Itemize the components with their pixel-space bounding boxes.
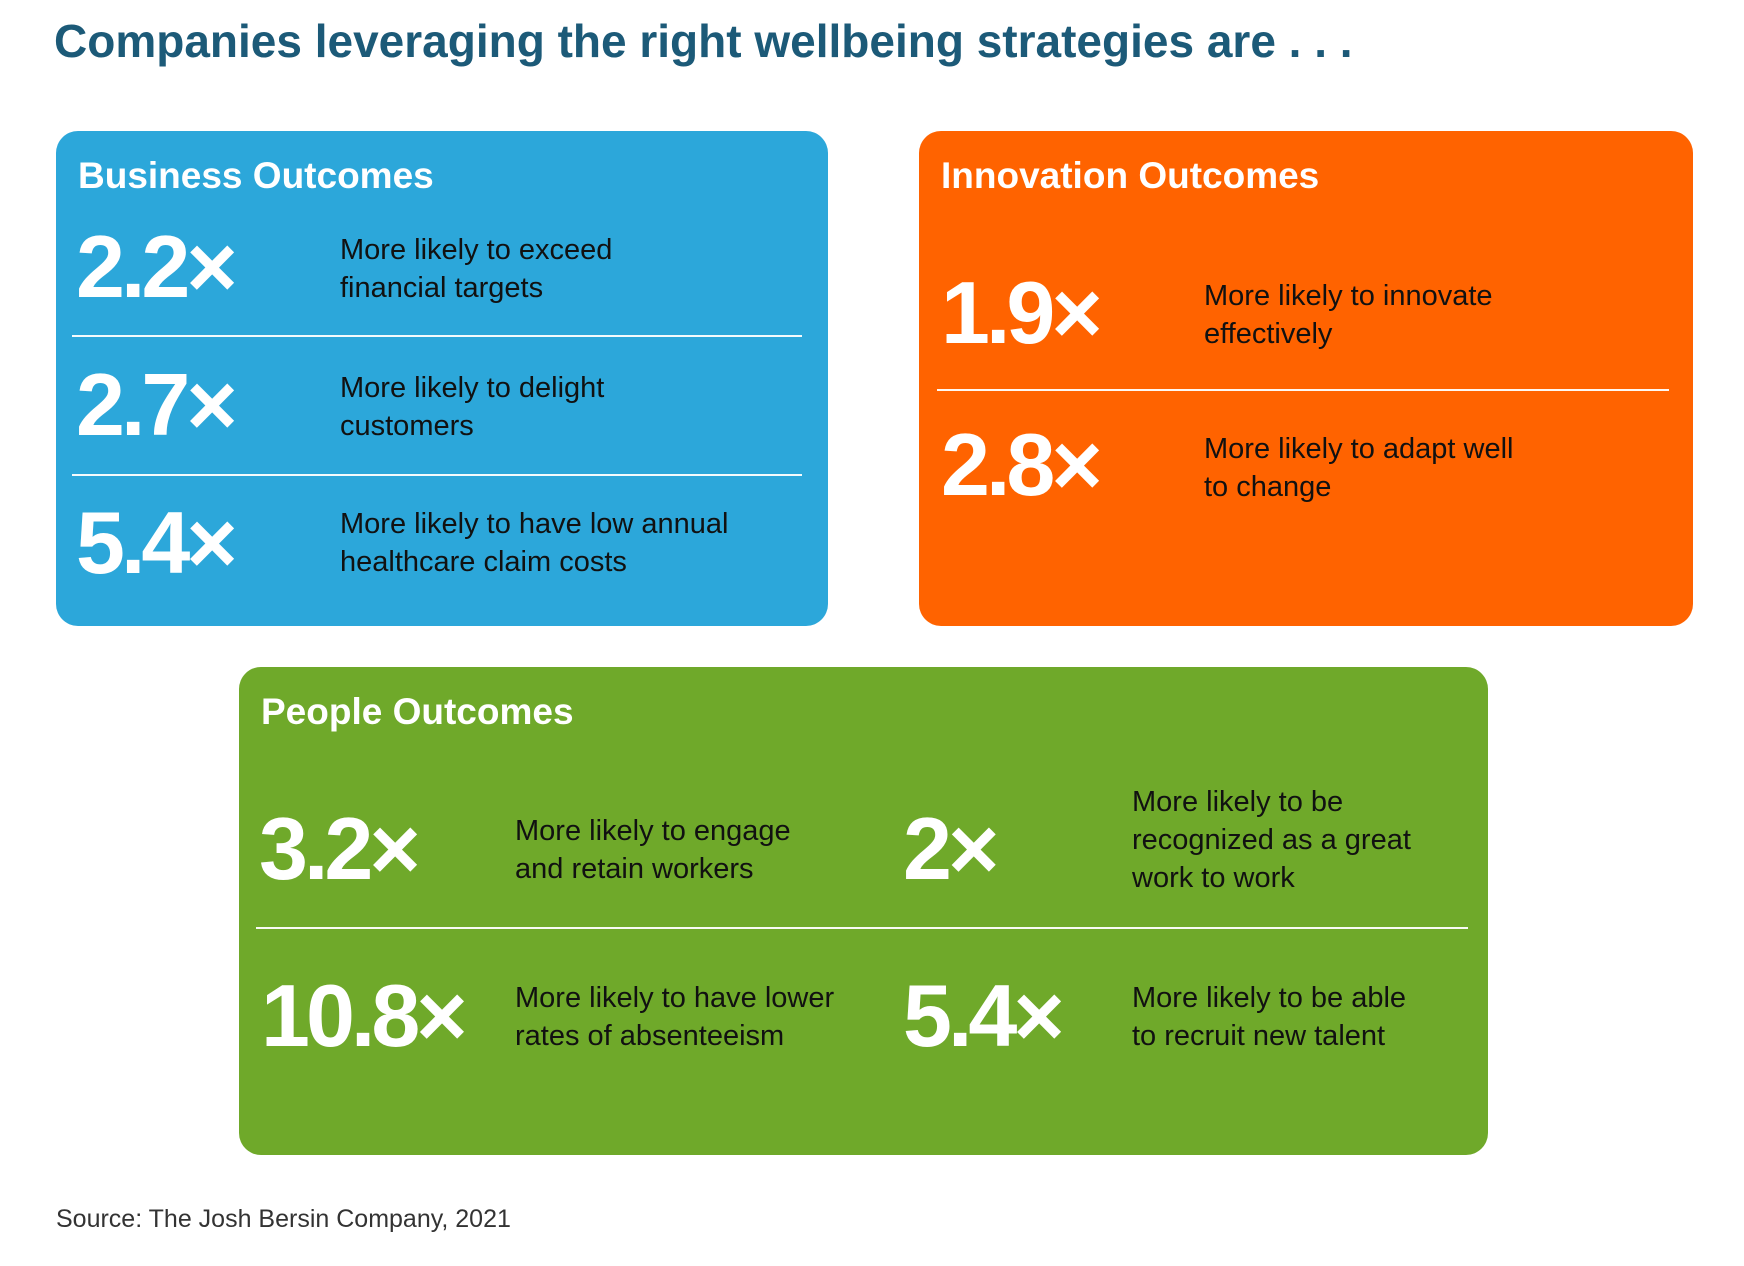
business-desc-financial: More likely to exceed financial targets xyxy=(340,231,612,307)
innovation-outcomes-panel: Innovation Outcomes 1.9× More likely to … xyxy=(919,131,1693,626)
innovation-stat-innovate: 1.9× xyxy=(941,263,1103,362)
divider xyxy=(72,474,802,476)
divider xyxy=(72,335,802,337)
innovation-desc-innovate: More likely to innovate effectively xyxy=(1204,277,1493,353)
people-stat-recognized: 2× xyxy=(903,799,999,898)
business-stat-customers: 2.7× xyxy=(76,355,238,454)
desc-line: More likely to be xyxy=(1132,786,1344,818)
people-stat-engage: 3.2× xyxy=(259,799,421,898)
divider xyxy=(937,389,1669,391)
page-title: Companies leveraging the right wellbeing… xyxy=(54,15,1353,67)
desc-line: to recruit new talent xyxy=(1132,1020,1386,1052)
people-stat-absenteeism: 10.8× xyxy=(261,966,468,1065)
business-outcomes-title: Business Outcomes xyxy=(78,155,434,196)
people-desc-recruit: More likely to be able to recruit new ta… xyxy=(1132,979,1406,1055)
desc-line: effectively xyxy=(1204,318,1333,350)
desc-line: and retain workers xyxy=(515,853,754,885)
business-stat-financial: 2.2× xyxy=(76,217,238,316)
innovation-stat-adapt: 2.8× xyxy=(941,415,1103,514)
innovation-outcomes-title: Innovation Outcomes xyxy=(941,155,1320,196)
desc-line: More likely to have lower xyxy=(515,982,835,1014)
source-note: Source: The Josh Bersin Company, 2021 xyxy=(56,1205,511,1233)
business-desc-customers: More likely to delight customers xyxy=(340,369,604,445)
desc-line: work to work xyxy=(1132,862,1295,894)
business-stat-healthcare: 5.4× xyxy=(76,493,238,592)
people-desc-recognized: More likely to be recognized as a great … xyxy=(1132,783,1411,897)
desc-line: More likely to innovate xyxy=(1204,280,1493,312)
business-desc-healthcare: More likely to have low annual healthcar… xyxy=(340,505,728,581)
people-desc-engage: More likely to engage and retain workers xyxy=(515,812,791,888)
desc-line: More likely to engage xyxy=(515,815,791,847)
people-outcomes-title: People Outcomes xyxy=(261,691,574,732)
desc-line: More likely to be able xyxy=(1132,982,1407,1014)
desc-line: rates of absenteeism xyxy=(515,1020,785,1052)
desc-line: healthcare claim costs xyxy=(340,546,627,578)
divider xyxy=(256,927,1468,929)
desc-line: customers xyxy=(340,410,474,442)
desc-line: financial targets xyxy=(340,272,544,304)
desc-line: to change xyxy=(1204,471,1332,503)
business-outcomes-panel: Business Outcomes 2.2× More likely to ex… xyxy=(56,131,828,626)
people-desc-absenteeism: More likely to have lower rates of absen… xyxy=(515,979,834,1055)
innovation-desc-adapt: More likely to adapt well to change xyxy=(1204,430,1513,506)
desc-line: More likely to exceed xyxy=(340,234,613,266)
people-stat-recruit: 5.4× xyxy=(903,966,1065,1065)
desc-line: More likely to delight xyxy=(340,372,605,404)
people-outcomes-panel: People Outcomes 3.2× More likely to enga… xyxy=(239,667,1488,1155)
desc-line: More likely to have low annual xyxy=(340,508,729,540)
desc-line: recognized as a great xyxy=(1132,824,1411,856)
desc-line: More likely to adapt well xyxy=(1204,433,1514,465)
